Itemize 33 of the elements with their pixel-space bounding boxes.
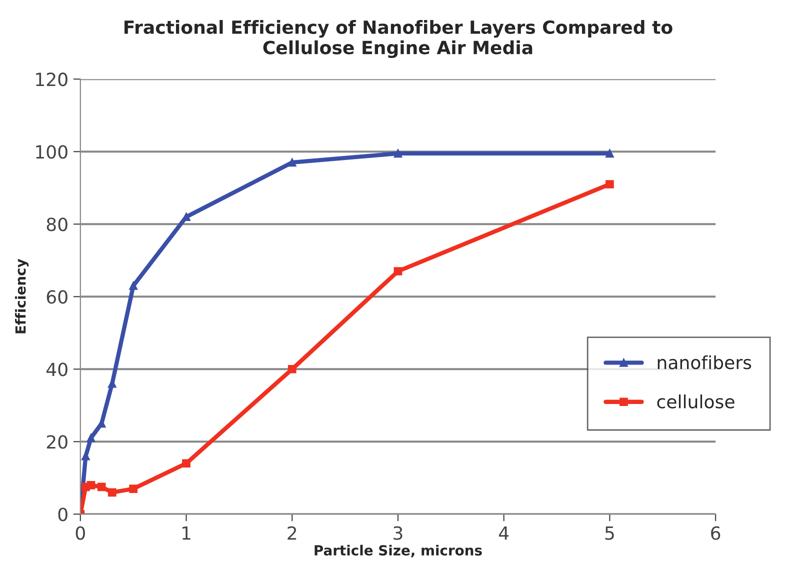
point — [129, 484, 138, 493]
x-tick-label: 2 — [288, 526, 296, 540]
chart-title: Fractional Efficiency of Nanofiber Layers Compared to Cellulose Engine Air Media — [124, 20, 672, 58]
y-axis-title: Efficiency — [15, 258, 29, 334]
point — [86, 480, 96, 490]
y-tick-label: 20 — [46, 435, 68, 449]
y-tick-label: 0 — [58, 508, 68, 522]
point — [394, 149, 402, 158]
legend-label: nanofibers — [658, 355, 752, 370]
point — [182, 459, 190, 468]
point — [97, 482, 106, 492]
x-tick-label: 0 — [76, 526, 85, 540]
x-tick-label: 4 — [498, 526, 509, 540]
y-tick-label: 80 — [46, 218, 68, 232]
y-tick-label: 60 — [46, 290, 68, 304]
point — [129, 282, 138, 290]
point — [86, 434, 96, 442]
point — [108, 488, 116, 497]
legend-label: cellulose — [657, 394, 734, 408]
x-axis-title: Particle Size, microns — [314, 544, 482, 558]
y-tick-label: 120 — [36, 72, 68, 86]
y-tick-label: 40 — [46, 362, 68, 376]
y-tick-label: 100 — [36, 145, 68, 159]
point — [394, 267, 402, 276]
x-tick-label: 1 — [182, 526, 190, 540]
x-tick-label: 6 — [711, 526, 720, 540]
x-tick-label: 3 — [394, 526, 402, 540]
x-tick-label: 5 — [605, 526, 614, 540]
point — [606, 149, 614, 158]
point — [288, 158, 296, 167]
point — [606, 180, 614, 188]
point — [182, 212, 190, 222]
point — [288, 364, 296, 374]
